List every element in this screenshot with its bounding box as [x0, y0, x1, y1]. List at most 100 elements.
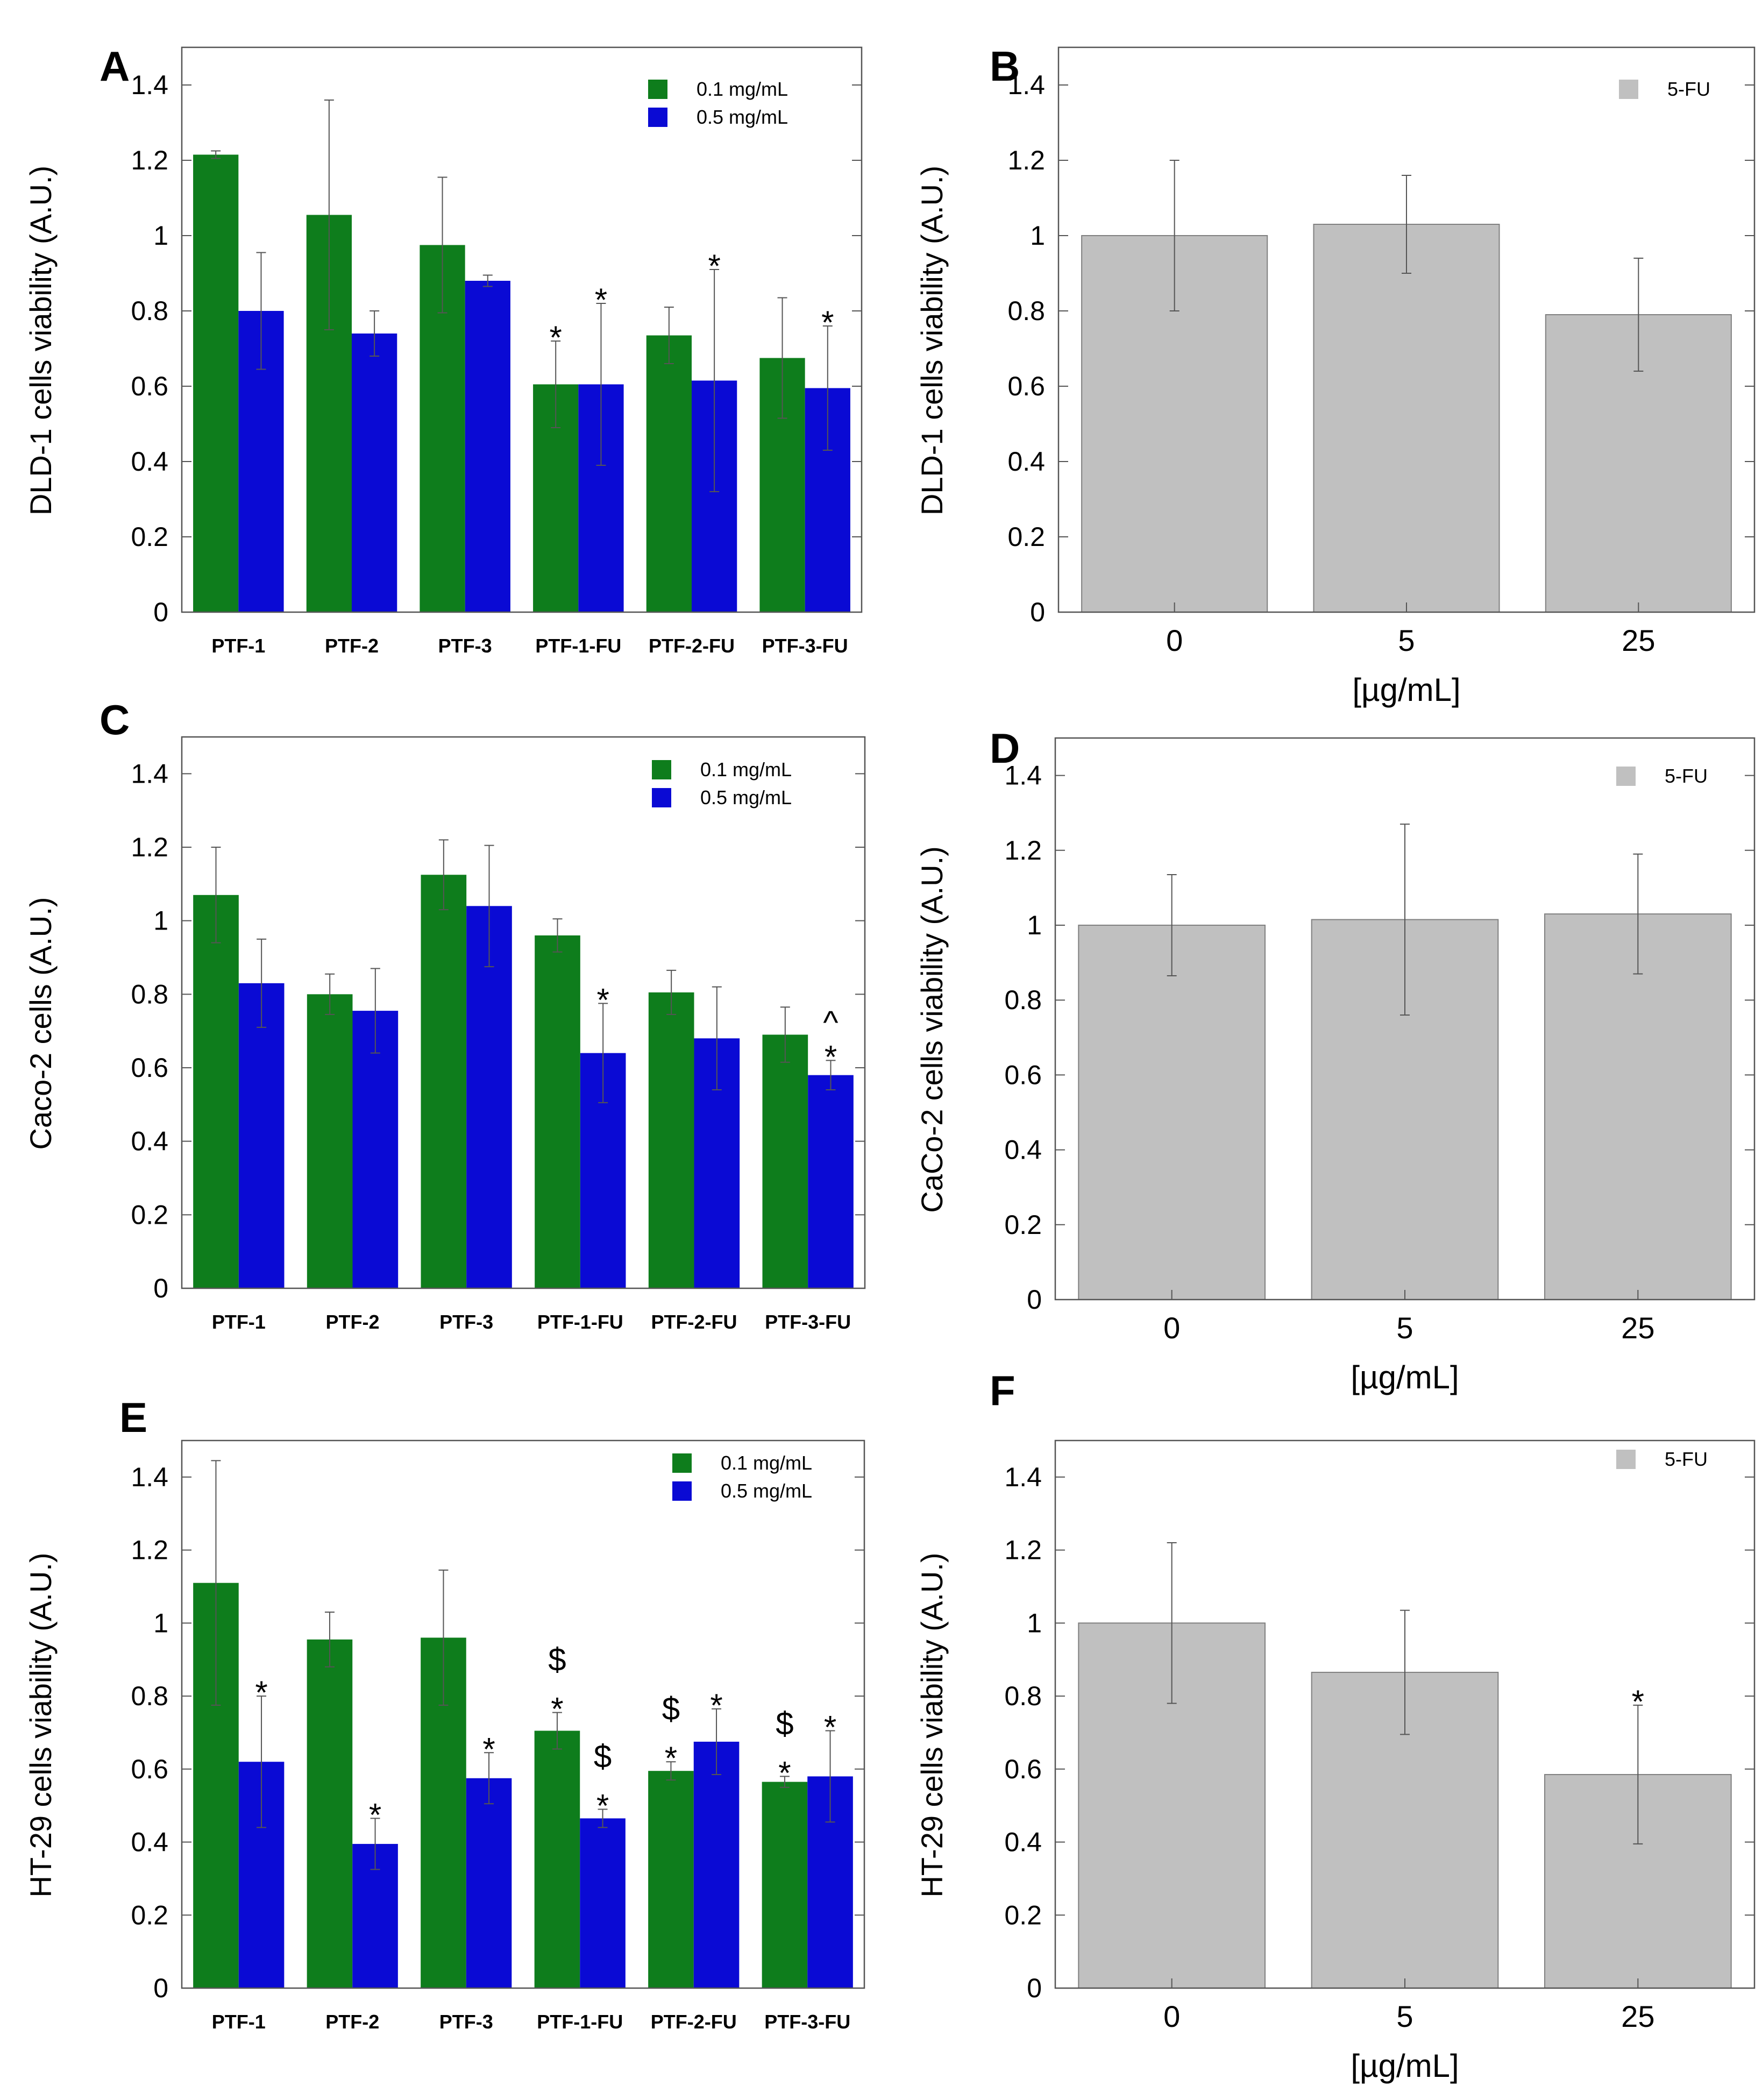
bar-dose1 [534, 1730, 580, 1988]
legend-swatch [1616, 767, 1636, 786]
x-tick-label: PTF-1-FU [537, 1311, 623, 1333]
y-tick-label: 0.6 [1007, 371, 1045, 401]
y-tick-label: 0.2 [1004, 1210, 1042, 1240]
bar-dose2 [580, 1818, 626, 1988]
bar-dose2 [352, 1011, 399, 1288]
bar-dose2 [465, 281, 510, 612]
y-tick-label: 0.2 [1007, 522, 1045, 552]
bar-dose1 [762, 1034, 808, 1288]
y-tick-label: 0.2 [1004, 1900, 1042, 1930]
y-tick-label: 1 [1027, 910, 1042, 940]
x-tick-label: PTF-1 [211, 635, 265, 657]
significance-mark: * [778, 1755, 791, 1791]
bar-dose2 [808, 1075, 854, 1288]
bar-control [1544, 913, 1732, 1300]
y-tick-label: 0 [1027, 1285, 1042, 1315]
x-axis-label: [µg/mL] [1351, 1359, 1459, 1395]
x-tick-label: 25 [1621, 1311, 1654, 1345]
y-tick-label: 1.4 [131, 1462, 168, 1492]
y-tick-label: 1.2 [1004, 835, 1042, 865]
bar-dose1 [762, 1782, 808, 1988]
y-tick-label: 0.2 [131, 522, 168, 552]
y-tick-label: 0.8 [131, 979, 168, 1009]
bar-dose1 [193, 895, 239, 1288]
plot-frame [181, 1439, 865, 1989]
y-tick-label: 0.8 [1004, 985, 1042, 1015]
x-tick-label: PTF-1-FU [535, 635, 621, 657]
y-axis-label: Caco-2 cells (A.U.) [24, 897, 58, 1150]
significance-mark: ^ [823, 1004, 838, 1040]
significance-mark: $ [662, 1691, 680, 1727]
y-tick-label: 0.6 [1004, 1754, 1042, 1784]
significance-mark: * [255, 1675, 267, 1711]
legend-swatch [652, 788, 671, 807]
significance-mark: * [825, 1039, 837, 1075]
x-tick-label: PTF-3-FU [765, 1311, 851, 1333]
y-tick-label: 1 [153, 221, 168, 251]
bar-control [1313, 224, 1500, 613]
x-tick-label: 25 [1621, 1999, 1654, 2033]
bar-dose1 [648, 1771, 694, 1988]
x-tick-label: PTF-2-FU [651, 1311, 737, 1333]
y-tick-label: 0 [1030, 597, 1045, 627]
legend-label: 0.1 mg/mL [697, 78, 788, 100]
significance-mark: $ [776, 1705, 793, 1741]
significance-mark: * [1632, 1684, 1644, 1720]
panel-e: E 0 0.2 0.4 0.6 0.8 1 1.2 1.4 HT-29 cells viabili… [24, 1394, 865, 2033]
panel-letter: A [100, 42, 130, 90]
panel-f: F 0 0.2 0.4 0.6 0.8 1 1.2 1.4 HT-29 cells viabili… [915, 1367, 1756, 2084]
significance-mark: * [596, 982, 609, 1018]
legend-label: 0.1 mg/mL [700, 758, 792, 781]
x-tick-label: PTF-2 [325, 2011, 379, 2033]
x-tick-label: PTF-3-FU [764, 2011, 850, 2033]
y-axis-label: HT-29 cells viability (A.U.) [915, 1552, 949, 1897]
y-axis-label: HT-29 cells viability (A.U.) [24, 1552, 58, 1897]
panel-c: C 0 0.2 0.4 0.6 0.8 1 1.2 1.4 Caco-2 cells (A.U.)… [24, 696, 866, 1333]
y-tick-label: 1.4 [131, 70, 168, 100]
y-tick-label: 1.4 [1004, 1462, 1042, 1492]
y-tick-label: 0.8 [1007, 296, 1045, 326]
x-tick-label: PTF-1 [212, 2011, 266, 2033]
bar-dose1 [648, 992, 694, 1288]
y-tick-label: 1 [1027, 1608, 1042, 1638]
x-tick-label: PTF-1-FU [537, 2011, 623, 2033]
panel-b: B 0 0.2 0.4 0.6 0.8 1 1.2 1.4 DLD-1 cells viabili… [915, 42, 1756, 708]
x-tick-label: PTF-3 [439, 1311, 493, 1333]
legend-label: 5-FU [1665, 765, 1708, 787]
y-tick-label: 0.4 [131, 446, 168, 477]
legend-swatch [1616, 1450, 1636, 1469]
x-tick-label: PTF-2 [325, 1311, 379, 1333]
legend-label: 5-FU [1667, 78, 1710, 100]
panel-a: A 0 0.2 0.4 0.6 0.8 1 1.2 1.4 DLD-1 cells viabili… [24, 42, 863, 657]
significance-mark: * [550, 320, 562, 356]
y-tick-label: 1.2 [1004, 1535, 1042, 1565]
significance-mark: * [595, 282, 607, 318]
y-tick-label: 0 [153, 597, 168, 627]
y-tick-label: 0.6 [1004, 1060, 1042, 1090]
plot-frame [1054, 737, 1756, 1301]
plot-frame [1057, 46, 1756, 613]
plot-frame [181, 736, 866, 1289]
x-tick-label: PTF-3 [438, 635, 492, 657]
y-tick-label: 1.4 [131, 758, 168, 789]
legend-label: 0.5 mg/mL [700, 786, 792, 808]
significance-mark: * [596, 1787, 609, 1824]
x-axis-label: [µg/mL] [1352, 672, 1460, 708]
legend-swatch [652, 760, 671, 779]
panel-d: D 0 0.2 0.4 0.6 0.8 1 1.2 1.4 CaCo-2 cells viabil… [915, 725, 1756, 1395]
y-tick-label: 1 [153, 906, 168, 936]
x-tick-label: PTF-2-FU [651, 2011, 737, 2033]
x-tick-label: 5 [1398, 623, 1415, 657]
panel-letter: B [990, 42, 1020, 90]
bar-dose1 [646, 335, 692, 612]
x-tick-label: 5 [1396, 1311, 1413, 1345]
y-tick-label: 1.2 [131, 832, 168, 862]
panel-letter: E [119, 1394, 147, 1441]
legend-swatch [672, 1481, 692, 1501]
significance-mark: * [482, 1731, 495, 1767]
y-tick-label: 1.2 [1007, 145, 1045, 175]
significance-mark: $ [594, 1738, 612, 1774]
x-tick-label: 0 [1166, 623, 1183, 657]
x-tick-label: 0 [1163, 1999, 1180, 2033]
